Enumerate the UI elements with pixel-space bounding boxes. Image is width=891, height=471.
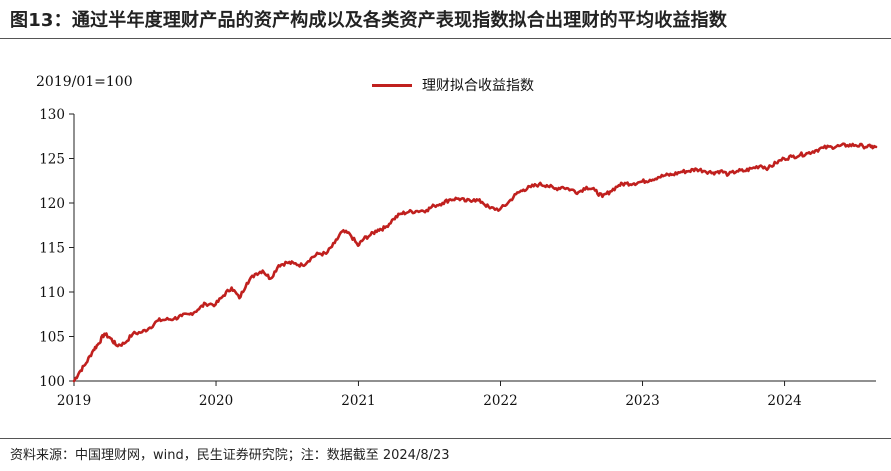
legend-swatch <box>372 83 412 87</box>
legend-label: 理财拟合收益指数 <box>422 78 534 94</box>
y-tick-label: 105 <box>39 330 65 346</box>
x-tick-label: 2024 <box>767 393 801 409</box>
y-tick-label: 100 <box>39 374 65 390</box>
y-tick-label: 125 <box>39 152 65 168</box>
figure-source: 资料来源：中国理财网，wind，民生证券研究院；注：数据截至 2024/8/23 <box>10 448 450 463</box>
y-tick-label: 130 <box>39 107 65 123</box>
chart-ticks: 100 105 110 115 120 125 130 2019 2020 2021 2022 202… <box>39 107 802 409</box>
chart-subtitle: 2019/01=100 <box>36 74 133 90</box>
x-tick-label: 2019 <box>57 393 91 409</box>
source-divider <box>0 438 891 439</box>
x-tick-label: 2022 <box>483 393 517 409</box>
chart-legend: 理财拟合收益指数 <box>372 75 534 95</box>
x-tick-label: 2020 <box>199 393 233 409</box>
title-divider <box>0 38 891 39</box>
series-line-0 <box>72 142 878 383</box>
y-tick-label: 115 <box>39 241 65 257</box>
y-tick-label: 110 <box>39 285 65 301</box>
x-tick-label: 2023 <box>625 393 659 409</box>
x-tick-label: 2021 <box>341 393 375 409</box>
line-chart: 100 105 110 115 120 125 130 2019 2020 2021 2022 202… <box>39 107 878 409</box>
figure-title: 图13：通过半年度理财产品的资产构成以及各类资产表现指数拟合出理财的平均收益指数 <box>10 10 728 31</box>
chart-axes <box>73 114 876 382</box>
chart-plot-area <box>72 142 878 383</box>
y-tick-label: 120 <box>39 196 65 212</box>
